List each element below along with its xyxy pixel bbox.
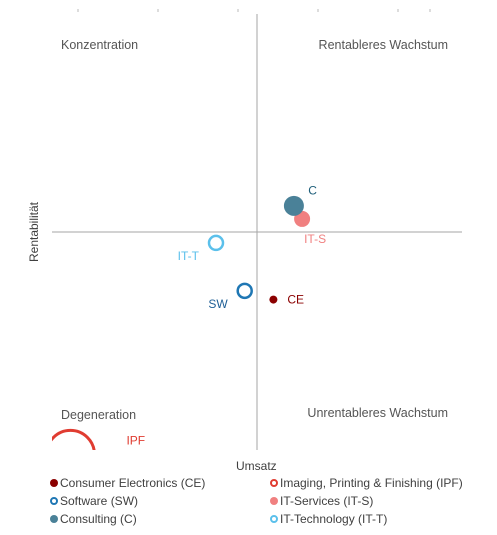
data-label-ipf: IPF xyxy=(126,433,145,447)
y-axis-title: Rentabilität xyxy=(27,201,41,263)
legend-item: Software (SW) xyxy=(50,494,138,508)
quadrant-label-bottom-right: Unrentableres Wachstum xyxy=(307,406,448,420)
legend-marker-icon xyxy=(50,479,58,487)
chart-canvas: CE IPF SW IT-S C IT-T xyxy=(52,14,462,450)
top-tick-marks xyxy=(0,0,497,12)
legend-item: Imaging, Printing & Finishing (IPF) xyxy=(270,476,463,490)
data-label-it-s: IT-S xyxy=(304,232,326,246)
legend-marker-icon xyxy=(270,515,278,523)
legend-item: IT-Technology (IT-T) xyxy=(270,512,387,526)
legend-item: Consumer Electronics (CE) xyxy=(50,476,205,490)
data-point-c xyxy=(283,195,304,216)
data-point-sw xyxy=(236,282,253,300)
legend-label: IT-Services (IT-S) xyxy=(280,494,374,508)
x-axis-title: Umsatz xyxy=(236,459,277,473)
data-label-ce: CE xyxy=(287,293,304,307)
legend-item: Consulting (C) xyxy=(50,512,137,526)
legend-marker-icon xyxy=(270,497,278,505)
legend-label: Consumer Electronics (CE) xyxy=(60,476,206,490)
legend-label: IT-Technology (IT-T) xyxy=(280,512,388,526)
legend-label: Imaging, Printing & Finishing (IPF) xyxy=(280,476,463,490)
data-label-c: C xyxy=(308,184,317,198)
data-label-sw: SW xyxy=(208,297,228,311)
quadrant-label-top-left: Konzentration xyxy=(61,38,139,52)
plot-area: CE IPF SW IT-S C IT-T Konzentration Rentabler… xyxy=(52,14,462,450)
legend-label: Consulting (C) xyxy=(60,512,137,526)
data-point-ce xyxy=(269,295,278,304)
quadrant-label-top-right: Rentableres Wachstum xyxy=(318,38,448,52)
data-point-ipf xyxy=(52,428,96,450)
legend-marker-icon xyxy=(50,515,58,523)
data-point-it-t xyxy=(207,234,225,252)
data-point-it-s xyxy=(294,210,311,227)
quadrant-label-bottom-left: Degeneration xyxy=(61,408,137,422)
legend-marker-icon xyxy=(50,497,58,505)
legend-item: IT-Services (IT-S) xyxy=(270,494,373,508)
legend-marker-icon xyxy=(270,479,278,487)
data-label-it-t: IT-T xyxy=(178,249,200,263)
legend-label: Software (SW) xyxy=(60,494,139,508)
